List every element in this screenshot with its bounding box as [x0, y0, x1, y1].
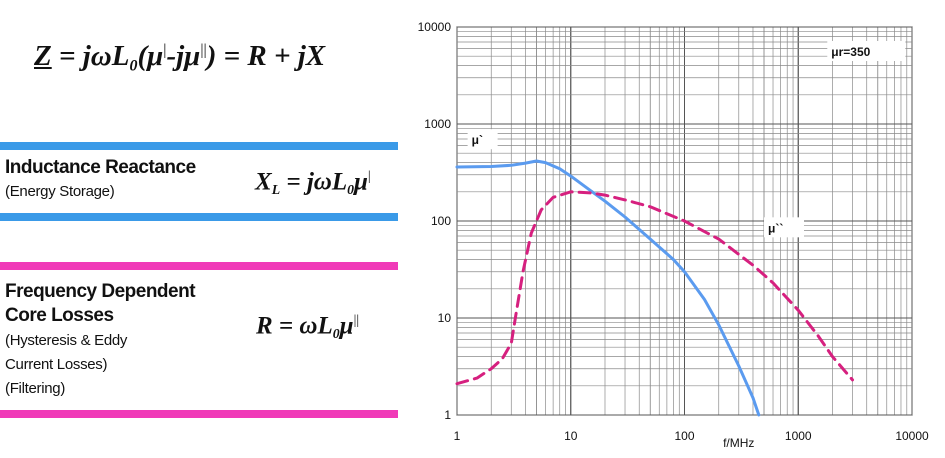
inductance-equation-part: X — [255, 168, 272, 196]
impedance-equation-part: (μ — [137, 40, 164, 72]
equation-panel: Z = jωL0(μ|-jμ||) = R + jX Inductance Re… — [0, 0, 400, 458]
mu-double-prime-label: μ`` — [768, 221, 783, 235]
y-tick-label: 100 — [431, 214, 451, 228]
resistance-equation-part: μ — [339, 312, 354, 340]
impedance-equation-part: -jμ — [166, 40, 201, 72]
x-tick-label: 1 — [454, 429, 461, 443]
x-tick-label: 10000 — [895, 429, 929, 443]
subscript-zero: 0 — [332, 326, 340, 342]
x-tick-label: 1000 — [785, 429, 812, 443]
inductance-subtitle: (Energy Storage) — [5, 183, 115, 200]
prime-mark: | — [367, 168, 371, 183]
losses-title-line1: Frequency Dependent — [5, 281, 196, 302]
resistance-equation: R = ωL0μ|| — [256, 312, 359, 342]
impedance-symbol: Z — [34, 40, 52, 72]
impedance-equation-part: = jωL — [51, 40, 130, 72]
chart-labels: μ` μ`` μr=350 — [467, 41, 906, 238]
mu-r-annotation: μr=350 — [831, 45, 870, 59]
impedance-equation: Z = jωL0(μ|-jμ||) = R + jX — [34, 40, 394, 76]
tick-labels: 1 10 100 1000 10000 1 10 100 1000 10000 f/MHz — [418, 20, 929, 450]
y-tick-label: 1000 — [424, 117, 451, 131]
data-series — [455, 159, 854, 417]
x-axis-label: f/MHz — [723, 436, 754, 450]
pink-divider-top — [0, 262, 398, 270]
mu-prime-label-background — [467, 129, 498, 150]
blue-divider-bottom — [0, 213, 398, 221]
prime-mark: | — [163, 41, 167, 59]
mu-double-prime-line — [455, 190, 854, 386]
pink-divider-bottom — [0, 410, 398, 418]
subscript-l: L — [271, 182, 281, 198]
inductance-title: Inductance Reactance — [5, 157, 196, 178]
double-prime-mark: || — [200, 41, 207, 59]
mu-prime-line — [455, 159, 761, 417]
losses-title-line2: Core Losses — [5, 305, 114, 326]
losses-subtitle-line3: (Filtering) — [5, 380, 66, 397]
subscript-zero: 0 — [129, 57, 138, 75]
subscript-zero: 0 — [347, 182, 355, 198]
losses-subtitle-line2: Current Losses) — [5, 356, 108, 373]
resistance-equation-part: R = ωL — [256, 312, 333, 340]
y-tick-label: 10 — [438, 311, 452, 325]
x-tick-label: 10 — [564, 429, 578, 443]
mu-r-annotation-background — [827, 41, 906, 61]
permeability-chart: 1 10 100 1000 10000 1 10 100 1000 10000 f/MHz μ` μ`… — [400, 0, 945, 458]
inductance-equation: XL = jωL0μ| — [255, 168, 371, 198]
inductance-equation-part: = jωL — [280, 168, 348, 196]
blue-divider-top — [0, 142, 398, 150]
x-tick-label: 100 — [674, 429, 694, 443]
double-prime-mark: || — [353, 312, 360, 327]
mu-prime-label: μ` — [472, 133, 483, 147]
mu-double-prime-label-background — [764, 217, 805, 238]
impedance-equation-part: ) = R + jX — [206, 40, 326, 72]
y-tick-label: 10000 — [418, 20, 452, 34]
y-tick-label: 1 — [444, 408, 451, 422]
inductance-equation-part: μ — [354, 168, 368, 196]
losses-subtitle-line1: (Hysteresis & Eddy — [5, 332, 128, 349]
